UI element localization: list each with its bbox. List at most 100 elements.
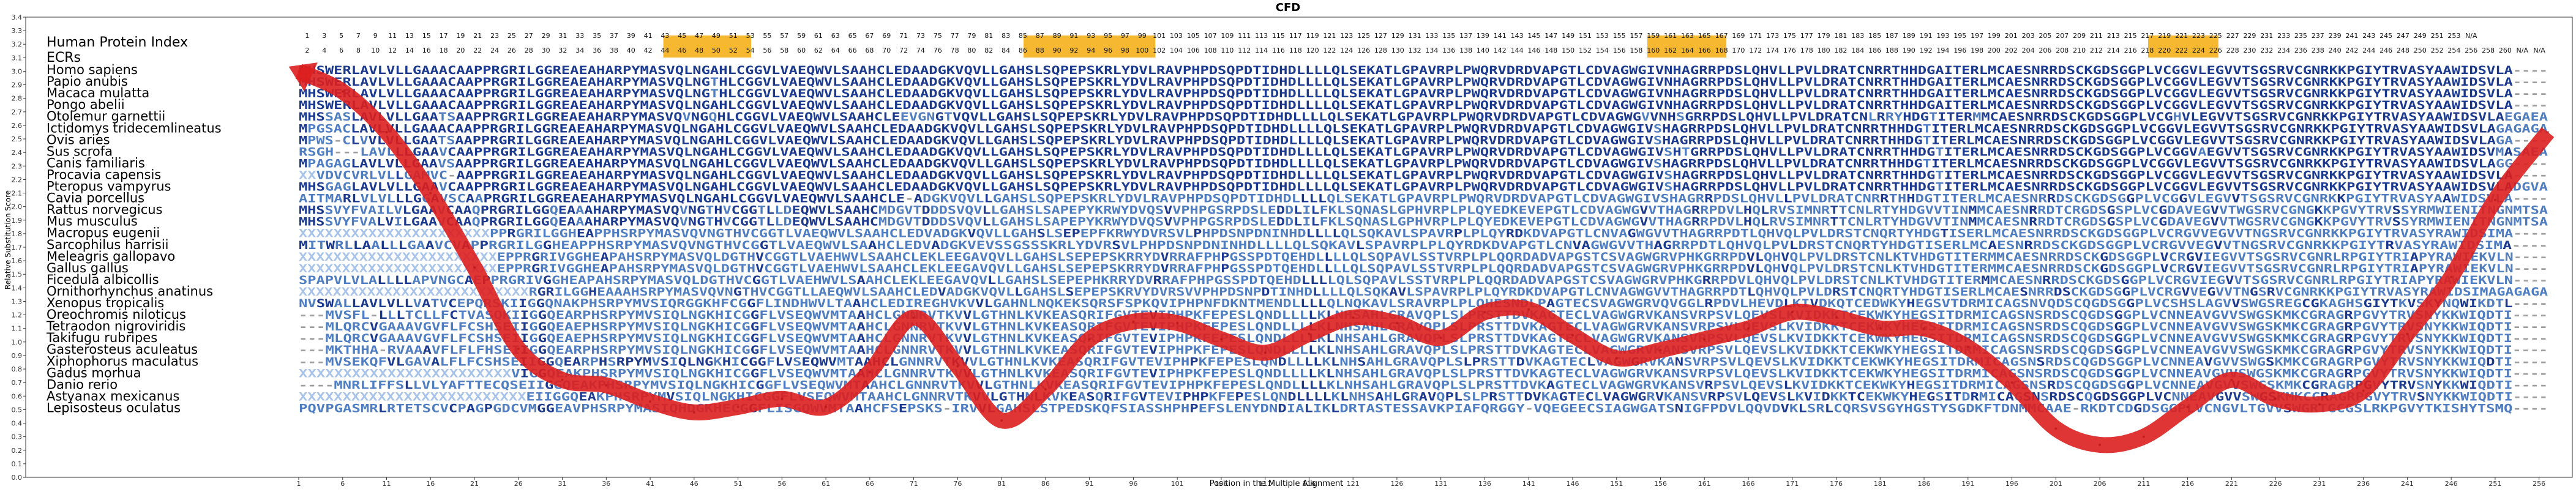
protein-index-odd: 185 bbox=[1868, 32, 1881, 40]
protein-index-even: 66 bbox=[848, 47, 857, 54]
protein-index-odd: 11 bbox=[388, 32, 397, 40]
protein-index-odd: 101 bbox=[1153, 32, 1166, 40]
x-tick-label: 211 bbox=[2137, 480, 2150, 488]
protein-index-even: 62 bbox=[814, 47, 823, 54]
protein-index-odd: 231 bbox=[2260, 32, 2273, 40]
x-tick-label: 171 bbox=[1786, 480, 1799, 488]
protein-index-even: 28 bbox=[525, 47, 533, 54]
x-tick-label: 201 bbox=[2050, 480, 2062, 488]
protein-index-even: 202 bbox=[2005, 47, 2018, 54]
trend-point bbox=[2318, 403, 2321, 406]
y-tick-label: 2.2 bbox=[12, 176, 23, 184]
protein-index-odd: 121 bbox=[1323, 32, 1336, 40]
x-tick-label: 176 bbox=[1830, 480, 1843, 488]
y-tick-label: 1.5 bbox=[12, 270, 23, 278]
trend-point bbox=[2362, 389, 2365, 392]
alignment-row: AITMA RL VLVL LLG G A VSC A A PRGRILGGREAEAHARPYM… bbox=[299, 192, 2548, 206]
protein-index-even: 52 bbox=[729, 47, 738, 54]
x-tick-label: 131 bbox=[1434, 480, 1447, 488]
protein-index-even: 110 bbox=[1221, 47, 1234, 54]
protein-index-even: 146 bbox=[1527, 47, 1540, 54]
alignment-row: XXXXXXXXXXXXXXXXXXXXXXX EPPR G RIVGGHE A PAHS… bbox=[299, 250, 2548, 264]
protein-index-odd: 195 bbox=[1953, 32, 1966, 40]
x-tick-label: 246 bbox=[2445, 480, 2458, 488]
protein-index-even: 20 bbox=[456, 47, 465, 54]
x-tick-label: 16 bbox=[426, 480, 435, 488]
protein-index-odd: 39 bbox=[627, 32, 635, 40]
trend-point bbox=[2099, 443, 2102, 446]
x-tick-label: 11 bbox=[383, 480, 391, 488]
protein-index-even: 140 bbox=[1477, 47, 1489, 54]
protein-index-even: 94 bbox=[1087, 47, 1095, 54]
protein-index-odd: 187 bbox=[1885, 32, 1898, 40]
protein-index-odd: 23 bbox=[490, 32, 499, 40]
x-tick-label: 21 bbox=[470, 480, 479, 488]
x-tick-label: 86 bbox=[1041, 480, 1050, 488]
protein-index-even: 150 bbox=[1562, 47, 1574, 54]
protein-index-odd: 127 bbox=[1374, 32, 1387, 40]
protein-index-odd: 249 bbox=[2414, 32, 2427, 40]
protein-index-odd: 175 bbox=[1783, 32, 1796, 40]
protein-index-even: 118 bbox=[1289, 47, 1302, 54]
protein-index-even: 174 bbox=[1766, 47, 1779, 54]
trend-point bbox=[473, 266, 476, 269]
protein-index-even: 222 bbox=[2175, 47, 2188, 54]
trend-point bbox=[912, 316, 915, 319]
protein-index-even: 32 bbox=[558, 47, 567, 54]
trend-point bbox=[1219, 338, 1222, 341]
trend-point bbox=[825, 405, 828, 408]
protein-index-odd: 245 bbox=[2379, 32, 2392, 40]
x-tick-label: 206 bbox=[2094, 480, 2106, 488]
trend-point bbox=[429, 192, 432, 195]
protein-index-odd: 55 bbox=[763, 32, 771, 40]
protein-index-odd: 7 bbox=[356, 32, 361, 40]
protein-index-even: 256 bbox=[2465, 47, 2477, 54]
x-tick-label: 46 bbox=[690, 480, 698, 488]
protein-index-odd: 71 bbox=[899, 32, 908, 40]
x-tick-label: 236 bbox=[2357, 480, 2370, 488]
alignment-row: MHSWERLAVLVLLGAAACAAPPRGRILGGREAEAHARPYM… bbox=[299, 75, 2548, 89]
trend-point bbox=[781, 397, 784, 400]
protein-index-even: 164 bbox=[1681, 47, 1694, 54]
protein-index-even: 4 bbox=[322, 47, 326, 54]
protein-index-even: 102 bbox=[1153, 47, 1166, 54]
protein-index-odd: 205 bbox=[2039, 32, 2051, 40]
protein-index-odd: 41 bbox=[644, 32, 653, 40]
x-tick-label: 186 bbox=[1918, 480, 1931, 488]
protein-index-even: 242 bbox=[2345, 47, 2358, 54]
protein-index-odd: 9 bbox=[373, 32, 378, 40]
alignment-row: MHSWERLAVLVLLGAAACAAPPRGRILGGREAEAHARPYM… bbox=[299, 64, 2548, 77]
protein-index-odd: 53 bbox=[746, 32, 755, 40]
protein-index-even: 104 bbox=[1170, 47, 1183, 54]
protein-index-odd: 113 bbox=[1255, 32, 1268, 40]
species-label: Ornithorhynchus anatinus bbox=[47, 284, 213, 299]
protein-index-even: 148 bbox=[1544, 47, 1557, 54]
alignment-row: XXXXXXXXXXXXXXXXXXXXXX PP R GRILGGH EA PPHSRP… bbox=[299, 227, 2548, 240]
protein-index-even: 92 bbox=[1069, 47, 1078, 54]
protein-index-even: 240 bbox=[2329, 47, 2342, 54]
species-label: Astyanax mexicanus bbox=[47, 389, 179, 403]
species-label: Otolemur garnettii bbox=[47, 109, 165, 124]
protein-index-odd: 243 bbox=[2362, 32, 2375, 40]
trend-point bbox=[2142, 435, 2145, 438]
x-tick-label: 241 bbox=[2401, 480, 2414, 488]
protein-index-odd: 45 bbox=[678, 32, 686, 40]
protein-index-odd: 253 bbox=[2447, 32, 2460, 40]
alignment-row: M IT W RL LA A L L L GA A VCV A P P RGRILG G HEAPPHSRPYMA… bbox=[299, 239, 2548, 252]
species-label: Tetraodon nigroviridis bbox=[46, 319, 185, 334]
protein-index-odd: 83 bbox=[1002, 32, 1010, 40]
trend-point bbox=[1879, 327, 1882, 330]
protein-index-odd: 239 bbox=[2329, 32, 2342, 40]
alignment-row: --- MVSEKQF VL GAV A LFLFCSHSE I I GG Q EA RP H S RPYM… bbox=[299, 355, 2548, 368]
protein-index-odd: 171 bbox=[1749, 32, 1762, 40]
x-tick-label: 111 bbox=[1259, 480, 1271, 488]
protein-index-odd: 203 bbox=[2022, 32, 2035, 40]
protein-index-even: 98 bbox=[1121, 47, 1129, 54]
species-label: Cavia porcellus bbox=[47, 191, 144, 206]
y-tick-label: 2.7 bbox=[12, 108, 23, 116]
trend-point bbox=[1747, 327, 1750, 330]
x-tick-label: 151 bbox=[1610, 480, 1623, 488]
x-tick-label: 136 bbox=[1478, 480, 1491, 488]
x-tick-label: 256 bbox=[2533, 480, 2545, 488]
x-tick-label: 141 bbox=[1522, 480, 1535, 488]
